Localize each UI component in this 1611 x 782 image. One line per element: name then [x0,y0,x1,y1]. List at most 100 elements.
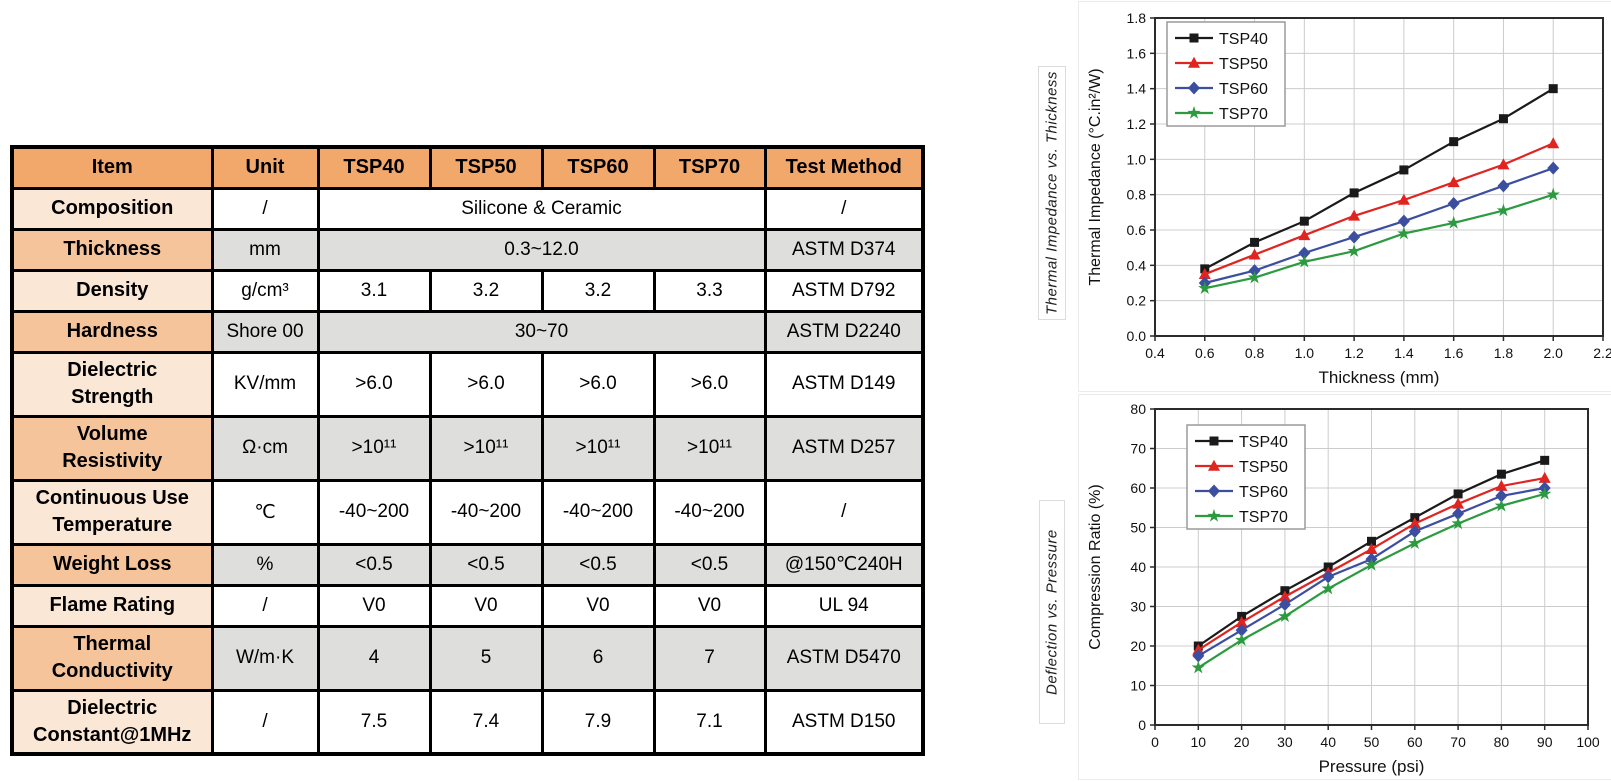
marker-diamond [1248,264,1261,278]
marker-triangle [1408,517,1421,529]
value-cell: >6.0 [428,350,544,418]
marker-diamond [1452,507,1465,521]
x-axis-title: Thickness (mm) [1319,368,1440,387]
x-tick-label: 80 [1494,734,1510,750]
y-tick-label: 0.4 [1127,257,1147,273]
marker-triangle [1188,56,1200,68]
x-tick-label: 70 [1450,734,1466,750]
marker-star [1538,486,1552,500]
legend-label-TSP40: TSP40 [1239,434,1288,451]
y-tick-label: 1.2 [1127,116,1147,132]
value-cell: 7.4 [428,688,544,756]
legend-label-TSP50: TSP50 [1219,56,1268,73]
x-tick-label: 20 [1234,734,1250,750]
marker-star [1347,244,1361,257]
chart1-side-title: Thermal Impedance vs. Thickness [1038,66,1066,320]
marker-star [1297,254,1311,268]
marker-star [1234,633,1249,646]
marker-square [1449,137,1459,147]
legend-label-TSP70: TSP70 [1239,509,1288,526]
value-cell: V0 [428,583,544,628]
legend-label-TSP70: TSP70 [1219,106,1268,123]
y-tick-label: 1.4 [1127,81,1147,97]
method-cell: ASTM D150 [763,688,925,756]
marker-star [1321,581,1335,595]
marker-triangle [1208,459,1220,471]
x-tick-label: 90 [1537,734,1553,750]
item-cell: Continuous Use Temperature [10,478,214,546]
x-tick-label: 50 [1364,734,1380,750]
unit-cell: % [210,542,320,587]
x-tick-label: 1.2 [1344,345,1364,361]
header-cell: TSP40 [316,145,432,190]
legend-label-TSP50: TSP50 [1239,459,1288,476]
item-cell: Thermal Conductivity [10,624,214,692]
y-tick-label: 20 [1130,638,1146,654]
marker-triangle [1365,543,1378,555]
y-tick-label: 0.0 [1127,328,1147,344]
item-cell: Dielectric Strength [10,350,214,418]
unit-cell: mm [210,227,320,272]
value-cell: >10¹¹ [652,414,767,482]
marker-diamond [1208,484,1220,498]
table-row: Composition / Silicone & Ceramic / [10,186,925,231]
marker-triangle [1452,497,1465,509]
series-line-TSP70 [1204,193,1554,290]
marker-triangle [1397,193,1410,205]
x-axis-title: Pressure (psi) [1319,757,1425,776]
marker-star [1546,187,1560,201]
value-cell: -40~200 [428,478,544,546]
marker-square [1349,188,1359,198]
method-cell: ASTM D792 [763,268,925,313]
value-cell: -40~200 [540,478,656,546]
x-tick-label: 100 [1576,734,1600,750]
x-tick-label: 1.0 [1295,345,1315,361]
unit-cell: W/m·K [210,624,320,692]
marker-diamond [1188,81,1200,95]
thermal-impedance-chart: 0.4 0.6 0.8 1.0 1.2 1.4 1.6 1.8 2.0 2.2 0.0 0.2 0.4 0… [1078,1,1611,392]
table-header-row: Item Unit TSP40 TSP50 TSP60 TSP70 Test Method [10,145,925,190]
marker-star [1187,106,1201,119]
method-cell: ASTM D257 [763,414,925,482]
table-row: Flame Rating / V0 V0 V0 V0 UL 94 [10,583,925,628]
value-cell: 7.5 [316,688,432,756]
unit-cell: Shore 00 [210,309,320,354]
marker-triangle [1348,209,1361,221]
marker-star [1494,498,1509,512]
value-cell: <0.5 [540,542,656,587]
value-cell: -40~200 [316,478,432,546]
value-cell: 4 [316,624,432,692]
value-cell: >10¹¹ [540,414,656,482]
marker-triangle [1235,616,1248,628]
method-cell: @150℃240H [763,542,925,587]
value-cell: 5 [428,624,544,692]
x-tick-label: 30 [1277,734,1293,750]
marker-diamond [1497,179,1510,193]
legend-label-TSP60: TSP60 [1219,81,1268,98]
y-tick-label: 30 [1130,599,1146,615]
method-cell: / [763,478,925,546]
y-tick-label: 0 [1138,717,1146,733]
marker-square [1299,216,1309,226]
value-cell: <0.5 [652,542,767,587]
method-cell: ASTM D374 [763,227,925,272]
header-cell: Test Method [763,145,925,190]
x-tick-label: 2.2 [1593,345,1611,361]
y-tick-label: 50 [1130,520,1146,536]
table-row: Weight Loss% <0.5 <0.5 <0.5 <0.5 @150℃240H [10,542,925,587]
header-cell: Unit [210,145,320,190]
value-cell: >10¹¹ [316,414,432,482]
value-cell: >10¹¹ [428,414,544,482]
spec-table: Item Unit TSP40 TSP50 TSP60 TSP70 Test Method … [10,145,925,756]
marker-triangle [1198,267,1211,279]
item-cell: Volume Resistivity [10,414,214,482]
marker-triangle [1248,248,1261,260]
header-cell: Item [10,145,214,190]
method-cell: ASTM D5470 [763,624,925,692]
item-cell: Hardness [10,309,214,354]
y-tick-label: 80 [1130,401,1146,417]
x-tick-label: 0.8 [1245,345,1265,361]
x-tick-label: 0.4 [1145,345,1165,361]
marker-square [1453,489,1463,499]
series-line-TSP60 [1204,167,1554,285]
